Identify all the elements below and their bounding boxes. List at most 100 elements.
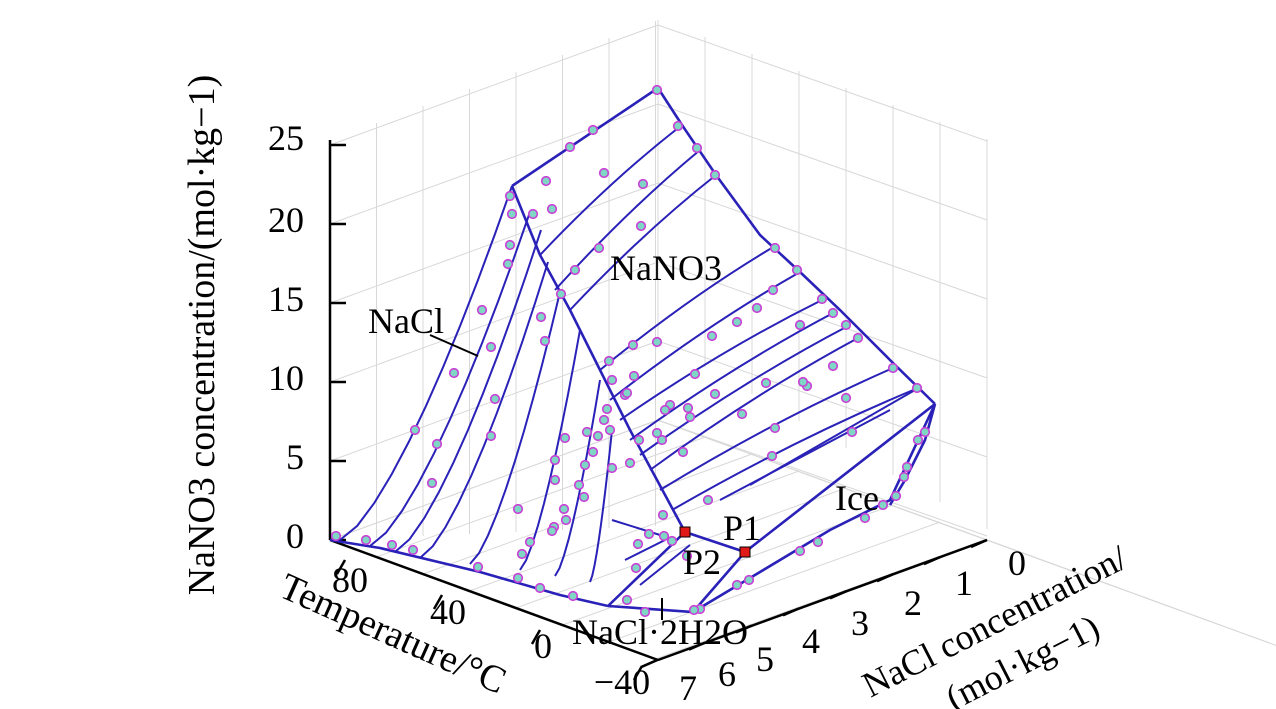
nacl-tick: [970, 538, 988, 549]
temperature-tick: [530, 629, 542, 645]
temperature-tick-label: 80: [332, 560, 368, 600]
nacl-curve: [394, 229, 542, 553]
nacl-curve: [554, 379, 601, 577]
data-point: [840, 392, 852, 404]
boundary-curve: [692, 551, 746, 613]
nacl-tick: [641, 658, 659, 668]
data-point: [689, 368, 701, 380]
data-point: [627, 339, 639, 351]
nacl-tick: [782, 607, 800, 617]
region-label-nacl: NaCl: [368, 301, 444, 341]
data-point: [890, 490, 902, 502]
z-tick-label: 5: [286, 437, 304, 477]
data-point: [546, 525, 558, 537]
grid-line: [657, 419, 989, 541]
nacl-tick: [688, 641, 706, 651]
nano3-curve: [539, 124, 683, 256]
point-label-p1: P1: [723, 508, 761, 548]
data-point: [587, 446, 599, 458]
region-label-nano3: NaNO3: [610, 248, 722, 288]
data-point: [684, 411, 696, 423]
data-point: [621, 594, 633, 606]
data-point: [448, 367, 460, 379]
data-point: [643, 528, 655, 540]
data-point: [702, 494, 714, 506]
data-point: [651, 84, 663, 96]
data-point: [604, 424, 616, 436]
data-point: [564, 141, 576, 153]
nacl-tick: [923, 555, 941, 566]
data-point: [731, 316, 743, 328]
data-point: [794, 319, 806, 331]
nano3-curve: [639, 325, 849, 456]
data-point: [666, 535, 678, 547]
data-point: [506, 208, 518, 220]
grid-line: [329, 24, 659, 146]
z-tick-label: 10: [268, 358, 304, 398]
data-point: [539, 335, 551, 347]
data-point: [601, 403, 613, 415]
data-point: [691, 142, 703, 154]
ice-curve: [719, 409, 891, 501]
temperature-axis-title: Temperature/°C: [274, 566, 513, 703]
data-point: [567, 590, 579, 602]
data-point: [827, 307, 839, 319]
nacl-tick-label: 0: [1008, 543, 1026, 583]
grid-line: [329, 182, 659, 304]
data-point: [912, 434, 924, 446]
data-point: [549, 454, 561, 466]
grid-line: [376, 436, 706, 558]
point-label-p2: P2: [683, 542, 721, 582]
data-point: [901, 461, 913, 473]
data-point: [512, 572, 524, 584]
point-p2-marker: [679, 526, 691, 538]
nacl-tick: [735, 624, 753, 634]
data-point: [651, 427, 663, 439]
data-point: [579, 459, 591, 471]
nacl-tick-label: 6: [718, 654, 736, 694]
nacl-leader-line: [429, 334, 479, 357]
temperature-tick: [632, 665, 644, 681]
nacl-tick: [829, 590, 847, 600]
data-point: [639, 606, 651, 618]
data-point: [657, 509, 669, 521]
data-point: [706, 330, 718, 342]
grid-line: [515, 487, 847, 609]
grid-line: [657, 103, 988, 221]
grid-line: [329, 261, 659, 383]
data-point: [485, 341, 497, 353]
data-point: [534, 582, 546, 594]
data-point: [816, 293, 828, 305]
nano3-curve: [629, 311, 836, 441]
data-point: [911, 382, 923, 394]
ice-curve: [624, 539, 666, 561]
data-point: [887, 362, 899, 374]
data-point: [578, 491, 590, 503]
data-point: [546, 203, 558, 215]
point-p1-marker: [739, 546, 751, 558]
temperature-tick: [432, 594, 444, 610]
data-point: [797, 376, 809, 388]
nacl-tick-label: 3: [851, 603, 869, 643]
temperature-axis-line: [329, 538, 659, 662]
data-point: [769, 242, 781, 254]
data-point: [598, 167, 610, 179]
data-point: [407, 544, 419, 556]
data-point: [560, 514, 572, 526]
temperature-tick-label: −40: [594, 662, 650, 702]
data-point: [919, 426, 931, 438]
data-point: [535, 311, 547, 323]
grid-line: [657, 24, 988, 142]
data-point: [736, 408, 748, 420]
data-point: [606, 462, 618, 474]
data-point: [877, 499, 889, 511]
data-point: [852, 332, 864, 344]
data-point: [840, 319, 852, 331]
data-point: [524, 536, 536, 548]
data-point: [751, 302, 763, 314]
nano3-curve: [609, 271, 801, 401]
data-point: [512, 503, 524, 515]
region-label-nacl-dihydrate: NaCl·2H2O: [572, 612, 748, 652]
nano3-curve: [649, 337, 859, 471]
data-point: [504, 239, 516, 251]
